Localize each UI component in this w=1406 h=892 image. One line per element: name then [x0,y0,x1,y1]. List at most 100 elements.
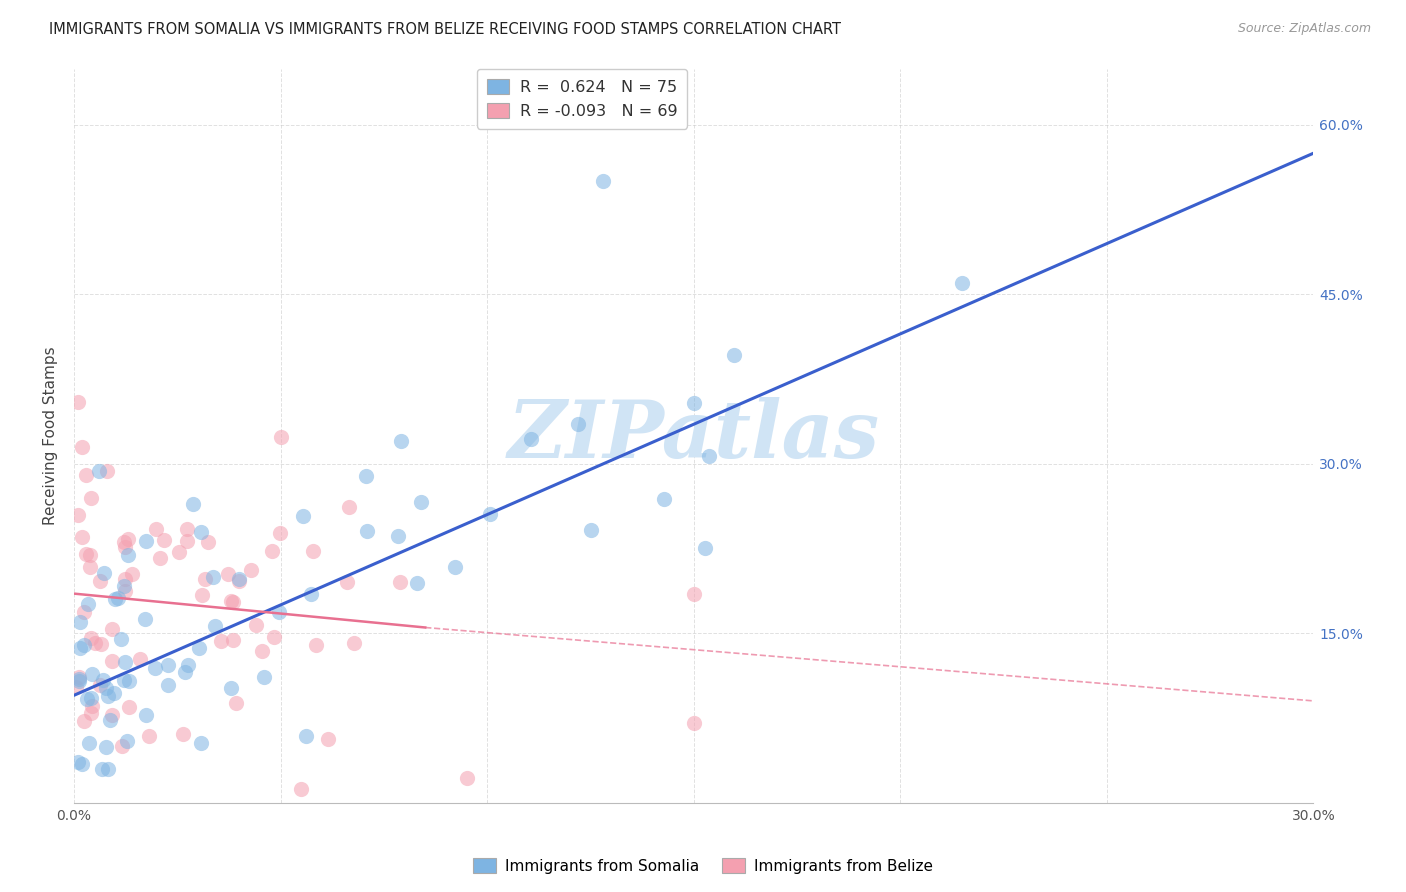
Point [444,560,467,574]
Point [253,670,276,684]
Point [114,572,136,586]
Point [114,584,136,599]
Point [149,551,172,566]
Point [157,677,180,691]
Point [222,632,245,647]
Point [950,276,973,290]
Point [112,579,135,593]
Point [135,707,157,722]
Point [316,732,339,747]
Point [80,667,103,681]
Point [145,522,167,536]
Point [117,733,139,747]
Point [228,574,250,588]
Point [93,566,115,580]
Point [94,681,117,696]
Point [89,574,111,588]
Point [172,727,194,741]
Point [77,736,100,750]
Point [191,588,214,602]
Point [211,633,233,648]
Point [252,644,274,658]
Point [567,417,589,432]
Point [520,432,543,446]
Point [98,713,121,727]
Point [114,540,136,554]
Text: Source: ZipAtlas.com: Source: ZipAtlas.com [1237,22,1371,36]
Point [389,434,412,449]
Point [406,576,429,591]
Point [114,655,136,669]
Point [654,492,676,507]
Point [138,729,160,743]
Point [336,575,359,590]
Point [110,632,132,646]
Point [188,640,211,655]
Point [683,396,706,410]
Point [356,524,378,539]
Point [269,525,291,540]
Point [111,739,134,753]
Point [156,657,179,672]
Point [72,530,94,544]
Text: IMMIGRANTS FROM SOMALIA VS IMMIGRANTS FROM BELIZE RECEIVING FOOD STAMPS CORRELAT: IMMIGRANTS FROM SOMALIA VS IMMIGRANTS FR… [49,22,841,37]
Point [97,690,120,704]
Point [112,535,135,549]
Point [76,692,98,706]
Point [135,534,157,549]
Point [79,548,101,562]
Point [79,491,101,505]
Point [388,575,411,590]
Point [117,532,139,546]
Point [100,655,122,669]
Point [76,468,98,483]
Point [97,762,120,776]
Point [73,605,96,619]
Point [299,587,322,601]
Legend: R =  0.624   N = 75, R = -0.093   N = 69: R = 0.624 N = 75, R = -0.093 N = 69 [477,70,688,128]
Point [87,464,110,478]
Point [295,729,318,743]
Point [117,548,139,562]
Point [682,587,704,601]
Point [128,651,150,665]
Point [262,544,284,558]
Legend: Immigrants from Somalia, Immigrants from Belize: Immigrants from Somalia, Immigrants from… [467,852,939,880]
Point [267,605,290,619]
Point [579,523,602,537]
Point [72,757,94,772]
Point [80,631,103,645]
Point [181,498,204,512]
Point [197,535,219,549]
Y-axis label: Receiving Food Stamps: Receiving Food Stamps [44,346,58,524]
Point [103,686,125,700]
Point [67,508,90,522]
Point [100,622,122,636]
Point [80,690,103,705]
Point [270,430,292,444]
Point [121,567,143,582]
Point [67,394,90,409]
Point [337,500,360,514]
Point [89,678,111,692]
Point [190,736,212,750]
Point [354,469,377,483]
Point [174,665,197,680]
Point [73,638,96,652]
Point [118,700,141,714]
Point [176,534,198,549]
Point [176,522,198,536]
Point [222,595,245,609]
Point [91,673,114,688]
Point [479,508,502,522]
Point [177,658,200,673]
Point [69,615,91,630]
Point [90,637,112,651]
Point [167,545,190,559]
Point [723,348,745,362]
Point [202,570,225,584]
Point [225,696,247,710]
Point [190,524,212,539]
Point [245,618,267,632]
Point [101,708,124,723]
